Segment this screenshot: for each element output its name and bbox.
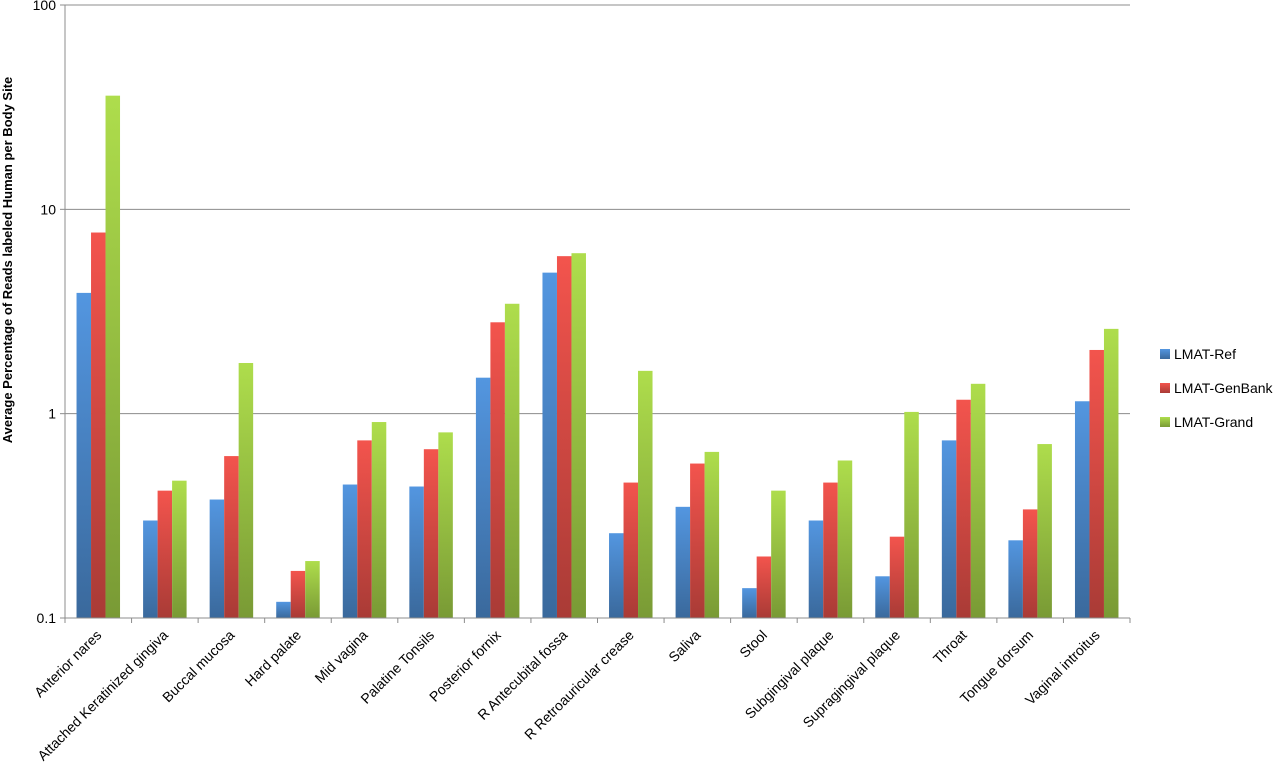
x-tick-label: Attached Keratinized gingiva <box>34 627 171 764</box>
y-axis-label: Average Percentage of Reads labeled Huma… <box>0 77 15 444</box>
bar-lmat-genbank-13 <box>956 399 971 618</box>
bar-lmat-ref-15 <box>1074 401 1090 618</box>
x-tick-label: Stool <box>736 627 770 661</box>
bar-lmat-ref-10 <box>742 588 757 618</box>
bar-lmat-grand-13 <box>970 383 986 618</box>
y-tick-label: 0.1 <box>37 610 57 626</box>
bar-lmat-ref-6 <box>475 377 491 618</box>
bars <box>76 95 1119 619</box>
legend-label-lmat-ref: LMAT-Ref <box>1174 346 1236 362</box>
bar-lmat-ref-1 <box>143 520 158 618</box>
bar-lmat-genbank-1 <box>157 490 173 618</box>
bar-lmat-ref-13 <box>941 440 957 618</box>
bar-lmat-grand-2 <box>238 362 254 618</box>
bar-lmat-genbank-5 <box>423 449 439 618</box>
y-tick-labels: 0.1 1 10 100 <box>33 0 57 626</box>
bar-lmat-ref-11 <box>808 520 824 618</box>
x-tick-label: Anterior nares <box>31 627 104 700</box>
bar-lmat-genbank-2 <box>224 456 239 618</box>
bar-lmat-ref-4 <box>342 484 358 618</box>
bar-lmat-genbank-14 <box>1022 509 1038 618</box>
y-tick-label: 100 <box>33 0 57 13</box>
x-tick-label: R Retroauricular crease <box>521 627 637 743</box>
bar-lmat-grand-10 <box>771 490 786 618</box>
bar-lmat-grand-12 <box>904 411 919 618</box>
legend: LMAT-Ref LMAT-GenBank LMAT-Grand <box>1160 346 1274 430</box>
bar-lmat-grand-5 <box>438 432 453 618</box>
bar-lmat-grand-14 <box>1037 444 1052 618</box>
bar-lmat-genbank-12 <box>889 536 905 618</box>
bar-lmat-genbank-3 <box>290 570 306 618</box>
bar-lmat-ref-2 <box>209 499 225 618</box>
bar-lmat-grand-8 <box>638 370 653 618</box>
bar-lmat-ref-7 <box>542 272 557 618</box>
bar-lmat-genbank-0 <box>91 232 106 618</box>
x-tick-label: Mid vagina <box>311 627 370 686</box>
bar-lmat-genbank-9 <box>690 463 705 618</box>
bar-lmat-genbank-7 <box>556 256 572 618</box>
y-tick-label: 1 <box>48 406 56 422</box>
bar-lmat-ref-9 <box>675 506 691 618</box>
axes <box>60 4 1131 623</box>
bar-lmat-grand-6 <box>504 303 520 618</box>
x-tick-label: Hard palate <box>242 627 305 690</box>
bar-lmat-grand-15 <box>1103 328 1119 618</box>
bar-lmat-genbank-11 <box>823 482 838 618</box>
bar-lmat-grand-9 <box>704 451 720 618</box>
bar-lmat-grand-7 <box>571 253 586 618</box>
bar-lmat-genbank-15 <box>1089 349 1104 618</box>
legend-swatch-lmat-grand <box>1160 417 1170 427</box>
bar-lmat-genbank-6 <box>490 322 505 618</box>
x-tick-label: Buccal mucosa <box>159 627 238 706</box>
bar-lmat-grand-4 <box>371 422 387 618</box>
legend-swatch-lmat-ref <box>1160 349 1170 359</box>
bar-lmat-ref-3 <box>276 601 291 618</box>
bar-lmat-ref-14 <box>1008 540 1023 618</box>
legend-swatch-lmat-genbank <box>1160 383 1170 393</box>
bar-lmat-genbank-10 <box>756 556 772 618</box>
x-tick-label: Throat <box>930 627 970 667</box>
bar-lmat-genbank-8 <box>623 482 639 618</box>
x-tick-label: Saliva <box>665 627 703 665</box>
legend-label-lmat-genbank: LMAT-GenBank <box>1174 380 1274 396</box>
bar-lmat-ref-0 <box>76 292 92 618</box>
bar-lmat-grand-0 <box>105 95 121 619</box>
bar-lmat-ref-8 <box>609 533 624 618</box>
bar-lmat-ref-5 <box>409 486 424 618</box>
bar-lmat-grand-1 <box>172 480 187 618</box>
bar-lmat-grand-11 <box>837 460 853 618</box>
bar-lmat-grand-3 <box>305 561 320 618</box>
legend-label-lmat-grand: LMAT-Grand <box>1174 414 1253 430</box>
y-tick-label: 10 <box>40 201 56 217</box>
bar-lmat-genbank-4 <box>357 440 372 618</box>
bar-lmat-ref-12 <box>875 576 890 618</box>
